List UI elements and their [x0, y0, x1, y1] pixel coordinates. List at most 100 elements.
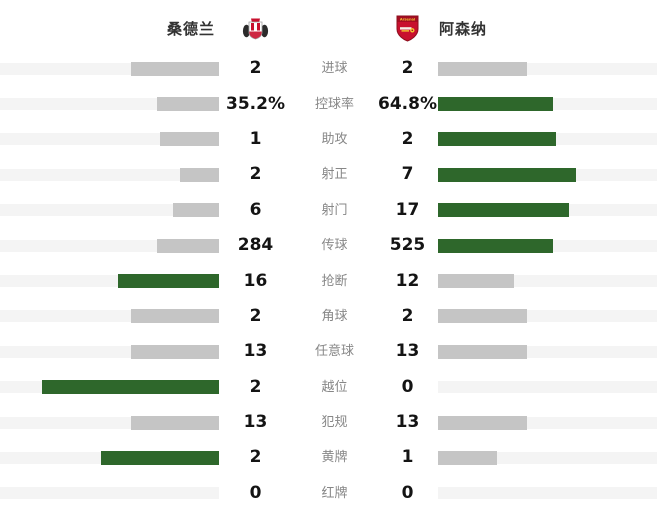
- away-stat-value: 13: [395, 412, 420, 433]
- stat-label: 越位: [321, 379, 348, 395]
- home-stat-bar-track: [0, 238, 219, 253]
- stat-row: 1 助攻 2: [0, 122, 660, 157]
- stat-label: 角球: [321, 308, 348, 324]
- home-stat-bar: [160, 132, 219, 147]
- away-stat-bar: [438, 203, 569, 218]
- home-stat-bar-track: [0, 380, 219, 395]
- home-stat-bar-track: [0, 61, 219, 76]
- home-stat-bar-track: [0, 415, 219, 430]
- home-stat-value: 284: [237, 235, 274, 256]
- home-stat-value: 13: [243, 341, 268, 362]
- home-stat-value: 6: [249, 199, 262, 220]
- away-stat-value: 17: [395, 199, 420, 220]
- home-stat-bar-track: [0, 274, 219, 289]
- stat-label: 进球: [321, 61, 348, 77]
- stat-row: 2 越位 0: [0, 370, 660, 405]
- home-stat-bar: [179, 167, 219, 182]
- stat-row: 2 射正 7: [0, 157, 660, 192]
- away-stat-bar-track: [438, 274, 657, 289]
- header: 桑德兰 Arsenal: [0, 0, 660, 51]
- away-stat-bar-track: [438, 450, 657, 465]
- away-stat-value: 0: [401, 376, 414, 397]
- stat-row: 2 黄牌 1: [0, 440, 660, 475]
- home-stat-bar: [130, 309, 219, 324]
- home-stat-bar-track: [0, 167, 219, 182]
- away-stat-bar: [438, 61, 527, 76]
- stat-label: 射门: [321, 202, 348, 218]
- home-team-name: 桑德兰: [166, 19, 215, 38]
- home-stat-bar-track: [0, 344, 219, 359]
- away-stat-value: 2: [401, 305, 414, 326]
- away-stat-bar-track: [438, 61, 657, 76]
- away-stat-bar-track: [438, 203, 657, 218]
- home-team-crest-cell: [219, 15, 292, 42]
- stat-label: 射正: [321, 167, 348, 183]
- away-stat-bar-track: [438, 309, 657, 324]
- away-stat-bar: [438, 344, 527, 359]
- stat-row: 2 进球 2: [0, 51, 660, 86]
- home-stat-value: 0: [249, 482, 262, 503]
- home-stat-bar: [156, 97, 219, 112]
- home-stat-bar-track: [0, 450, 219, 465]
- home-stat-bar-track: [0, 203, 219, 218]
- home-stat-bar-track: [0, 132, 219, 147]
- away-stat-value: 64.8%: [378, 93, 437, 114]
- home-stat-value: 2: [249, 305, 262, 326]
- arsenal-crest-icon: Arsenal: [396, 15, 419, 42]
- stat-row: 0 红牌 0: [0, 476, 660, 511]
- stat-row: 35.2% 控球率 64.8%: [0, 86, 660, 121]
- home-stat-bar: [130, 344, 219, 359]
- away-stat-value: 0: [401, 482, 414, 503]
- away-stat-bar-track: [438, 97, 657, 112]
- stat-label: 黄牌: [321, 450, 348, 466]
- home-stat-value: 13: [243, 412, 268, 433]
- home-stat-value: 2: [249, 447, 262, 468]
- home-stat-value: 2: [249, 376, 262, 397]
- away-team-name: 阿森纳: [439, 19, 488, 38]
- stat-label: 控球率: [314, 96, 354, 112]
- away-stat-value: 1: [401, 447, 414, 468]
- away-stat-bar: [438, 97, 553, 112]
- away-stat-value: 7: [401, 164, 414, 185]
- svg-text:Arsenal: Arsenal: [400, 17, 415, 21]
- away-stat-bar: [438, 415, 527, 430]
- away-stat-value: 2: [401, 128, 414, 149]
- away-stat-bar-track: [438, 415, 657, 430]
- home-stat-bar: [156, 238, 219, 253]
- home-stat-bar: [130, 415, 219, 430]
- away-team-crest-cell: Arsenal: [377, 15, 438, 42]
- away-stat-bar: [438, 132, 556, 147]
- stat-label: 助攻: [321, 131, 348, 147]
- home-stat-bar: [117, 274, 219, 289]
- away-stat-bar: [438, 167, 576, 182]
- away-stat-value: 2: [401, 58, 414, 79]
- stat-row: 6 射门 17: [0, 193, 660, 228]
- away-stat-bar: [438, 450, 497, 465]
- away-stat-bar: [438, 238, 553, 253]
- home-stat-bar: [130, 61, 219, 76]
- home-stat-value: 2: [249, 58, 262, 79]
- home-stat-bar: [101, 450, 219, 465]
- home-stat-value: 2: [249, 164, 262, 185]
- stat-row: 2 角球 2: [0, 299, 660, 334]
- home-team-name-cell: 桑德兰: [0, 18, 219, 39]
- stat-row: 16 抢断 12: [0, 263, 660, 298]
- away-stat-bar-track: [438, 344, 657, 359]
- away-team-name-cell: 阿森纳: [438, 18, 657, 39]
- home-stat-value: 16: [243, 270, 268, 291]
- away-stat-value: 13: [395, 341, 420, 362]
- stat-label: 传球: [321, 238, 348, 254]
- sunderland-crest-icon: [242, 18, 269, 39]
- stat-label: 抢断: [321, 273, 348, 289]
- stat-row: 13 犯规 13: [0, 405, 660, 440]
- stat-label: 犯规: [321, 415, 348, 431]
- stats-list: 2 进球 2 35.2% 控球率 64.8% 1 助攻 2: [0, 51, 660, 511]
- home-stat-bar-track: [0, 97, 219, 112]
- away-stat-value: 525: [389, 235, 426, 256]
- away-stat-bar-track: [438, 238, 657, 253]
- away-stat-bar-track: [438, 132, 657, 147]
- home-stat-value: 35.2%: [226, 93, 285, 114]
- home-stat-bar-track: [0, 309, 219, 324]
- home-stat-value: 1: [249, 128, 262, 149]
- stat-label: 任意球: [314, 344, 354, 360]
